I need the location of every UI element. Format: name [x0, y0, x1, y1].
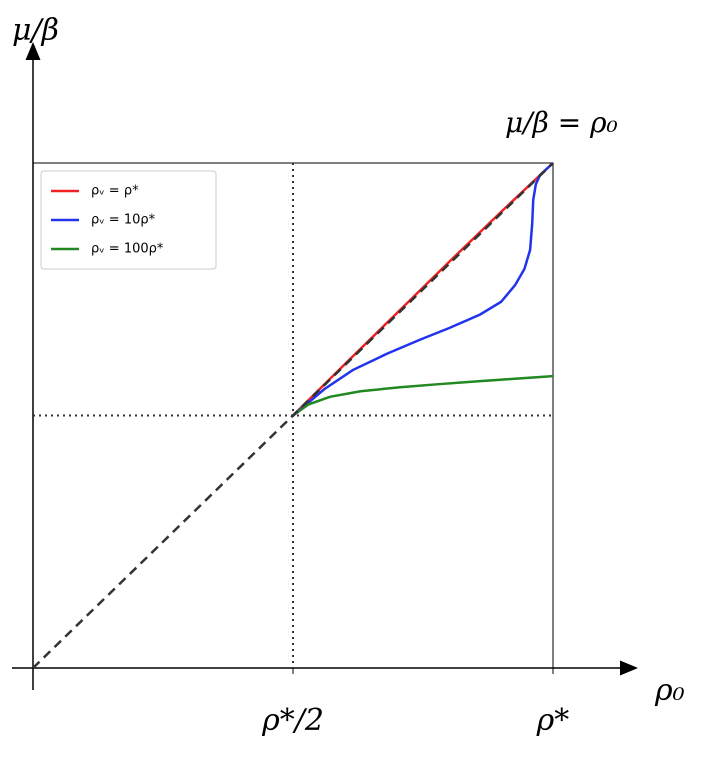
- x-axis-label: ρ₀: [654, 673, 685, 708]
- legend-label: ρᵥ = 10ρ*: [91, 213, 156, 228]
- diagonal-line: [32, 162, 554, 669]
- series-line: [292, 374, 554, 417]
- annotation: μ/β = ρ₀: [505, 106, 618, 139]
- series-line: [292, 162, 554, 417]
- x-tick-label: ρ*/2: [261, 703, 324, 738]
- legend-box: [40, 170, 217, 270]
- legend: ρᵥ = ρ* ρᵥ = 10ρ* ρᵥ = 100ρ*: [40, 170, 217, 270]
- y-axis-label: μ/β: [12, 13, 59, 48]
- legend-label: ρᵥ = ρ*: [91, 184, 139, 199]
- x-tick-label: ρ*: [536, 703, 570, 738]
- legend-label: ρᵥ = 100ρ*: [91, 242, 164, 257]
